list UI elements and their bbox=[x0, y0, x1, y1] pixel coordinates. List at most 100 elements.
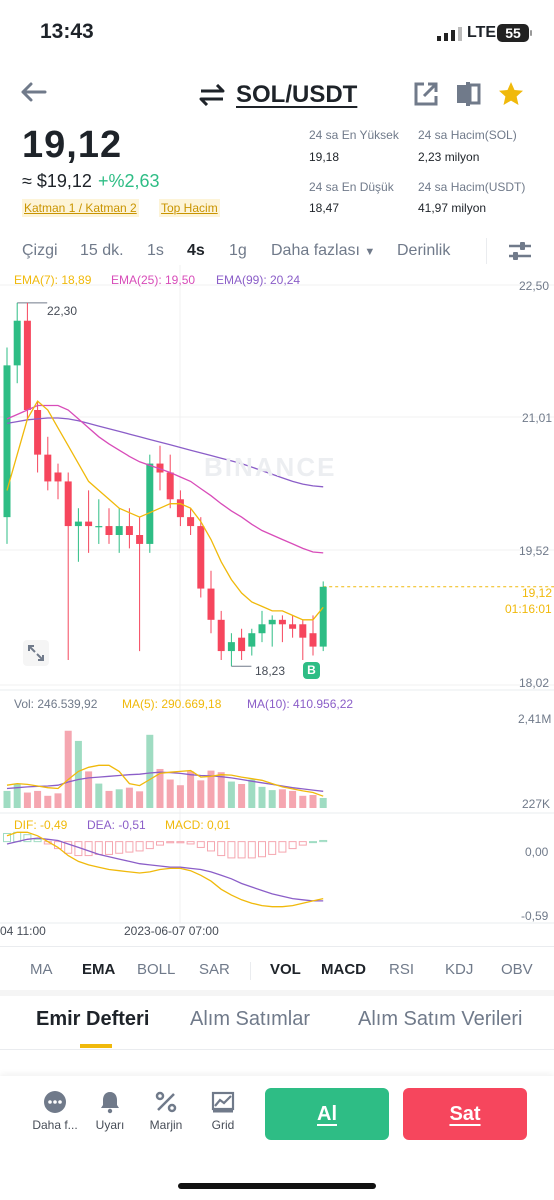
volume-bar bbox=[248, 779, 256, 808]
dif-line bbox=[6, 831, 324, 908]
pair-selector[interactable]: SOL/USDT bbox=[198, 80, 357, 110]
candle bbox=[95, 526, 103, 528]
dea-line bbox=[6, 837, 324, 902]
back-arrow-icon[interactable] bbox=[18, 80, 48, 104]
macd-histogram-bar bbox=[176, 841, 185, 844]
candle bbox=[74, 521, 82, 527]
candle bbox=[146, 463, 154, 544]
tab-trades[interactable]: Alım Satımlar bbox=[190, 1008, 311, 1030]
candle bbox=[207, 588, 215, 620]
indicator-macd[interactable]: MACD bbox=[321, 961, 366, 978]
tab-more[interactable]: Daha fazlası ▼ bbox=[271, 242, 375, 260]
volume-bar bbox=[125, 787, 133, 808]
kline-chart[interactable] bbox=[0, 265, 554, 945]
macd-y-tick: 0,00 bbox=[525, 845, 549, 859]
vol-ma10-legend: MA(10): 410.956,22 bbox=[247, 697, 354, 711]
volume-bar bbox=[64, 730, 72, 808]
alert-label: Uyarı bbox=[95, 1118, 125, 1132]
candle bbox=[23, 320, 31, 410]
candle bbox=[54, 472, 62, 482]
current-price-label: 19,12 bbox=[522, 586, 553, 600]
indicator-kdj[interactable]: KDJ bbox=[445, 961, 474, 978]
star-icon[interactable] bbox=[497, 80, 525, 108]
volume-bar bbox=[115, 789, 123, 808]
indicator-sar[interactable]: SAR bbox=[199, 961, 230, 978]
high-label: 24 sa En Yüksek bbox=[309, 128, 399, 142]
volume-bar bbox=[319, 797, 327, 808]
share-icon[interactable] bbox=[412, 80, 440, 108]
low-value: 18,47 bbox=[309, 201, 340, 215]
home-indicator bbox=[178, 1183, 376, 1189]
volume-bar bbox=[105, 790, 113, 808]
vol-sol-label: 24 sa Hacim(SOL) bbox=[418, 128, 517, 142]
margin-button[interactable]: Marjin bbox=[139, 1090, 193, 1132]
indicator-ma[interactable]: MA bbox=[30, 961, 53, 978]
candle bbox=[64, 481, 72, 527]
buy-button[interactable]: Al bbox=[265, 1088, 389, 1140]
tag-top-volume[interactable]: Top Hacim bbox=[159, 199, 220, 217]
fullscreen-icon[interactable] bbox=[23, 640, 49, 666]
indicator-rsi[interactable]: RSI bbox=[389, 961, 415, 978]
ema7-line bbox=[6, 400, 324, 621]
y-tick: 21,01 bbox=[522, 411, 553, 425]
vol-ma5-line bbox=[6, 764, 324, 797]
tab-1d[interactable]: 1g bbox=[229, 242, 247, 259]
grid-chart-icon bbox=[211, 1091, 235, 1113]
tab-15m[interactable]: 15 dk. bbox=[80, 242, 124, 259]
macd-histogram-bar bbox=[33, 838, 42, 843]
indicator-boll[interactable]: BOLL bbox=[137, 961, 176, 978]
volume-bar bbox=[23, 792, 31, 808]
volume-bar bbox=[258, 786, 266, 808]
price-change: +%2,63 bbox=[98, 171, 160, 191]
indicator-ema[interactable]: EMA bbox=[82, 961, 116, 978]
candle bbox=[44, 454, 52, 482]
chart-settings-icon[interactable] bbox=[507, 239, 533, 263]
margin-label: Marjin bbox=[149, 1118, 183, 1132]
tab-indicator bbox=[80, 1044, 112, 1048]
last-price: 19,12 bbox=[22, 124, 123, 166]
macd-y-tick: -0,59 bbox=[521, 909, 549, 923]
x-tick: 2023-06-07 07:00 bbox=[124, 924, 219, 938]
volume-bar bbox=[187, 771, 195, 808]
volume-bar bbox=[54, 793, 62, 808]
tab-trade-data[interactable]: Alım Satım Verileri bbox=[358, 1008, 523, 1030]
candle bbox=[176, 499, 184, 518]
macd-histogram-bar bbox=[258, 841, 266, 858]
macd-histogram-bar bbox=[207, 841, 215, 852]
dea-legend: DEA: -0,51 bbox=[87, 818, 146, 832]
tab-order-book[interactable]: Emir Defteri bbox=[36, 1008, 150, 1030]
caret-down-icon: ▼ bbox=[364, 246, 376, 258]
sell-button[interactable]: Sat bbox=[403, 1088, 527, 1140]
tab-depth[interactable]: Derinlik bbox=[397, 242, 451, 259]
y-tick: 18,02 bbox=[519, 676, 550, 690]
macd-histogram-bar bbox=[237, 841, 246, 859]
tab-1h[interactable]: 1s bbox=[147, 242, 164, 259]
buy-marker[interactable]: B bbox=[303, 662, 320, 679]
more-button[interactable]: Daha f... bbox=[28, 1090, 82, 1132]
macd-histogram-bar bbox=[288, 841, 297, 850]
grid-button[interactable]: Grid bbox=[196, 1090, 250, 1132]
indicator-vol[interactable]: VOL bbox=[270, 961, 301, 978]
vol-usdt-value: 41,97 milyon bbox=[418, 201, 487, 215]
macd-histogram-bar bbox=[247, 841, 256, 859]
candle bbox=[85, 521, 93, 527]
volume-bar bbox=[268, 790, 276, 808]
tag-layer[interactable]: Katman 1 / Katman 2 bbox=[22, 199, 139, 217]
split-view-icon[interactable] bbox=[454, 80, 482, 108]
candle bbox=[34, 410, 42, 455]
macd-histogram-bar bbox=[105, 841, 113, 855]
y-tick: 19,52 bbox=[519, 544, 550, 558]
macd-histogram-bar bbox=[319, 839, 328, 843]
vol-sol-value: 2,23 milyon bbox=[418, 150, 480, 164]
macd-histogram-bar bbox=[298, 841, 307, 846]
tab-4h[interactable]: 4s bbox=[187, 242, 205, 259]
high-marker-label: 22,30 bbox=[47, 304, 78, 318]
macd-histogram-bar bbox=[84, 841, 93, 857]
ema99-line bbox=[6, 417, 324, 488]
macd-histogram-bar bbox=[268, 841, 277, 855]
candle bbox=[156, 463, 164, 473]
indicator-obv[interactable]: OBV bbox=[501, 961, 533, 978]
alert-button[interactable]: Uyarı bbox=[83, 1090, 137, 1132]
tab-line[interactable]: Çizgi bbox=[22, 242, 58, 259]
candle bbox=[238, 637, 246, 652]
